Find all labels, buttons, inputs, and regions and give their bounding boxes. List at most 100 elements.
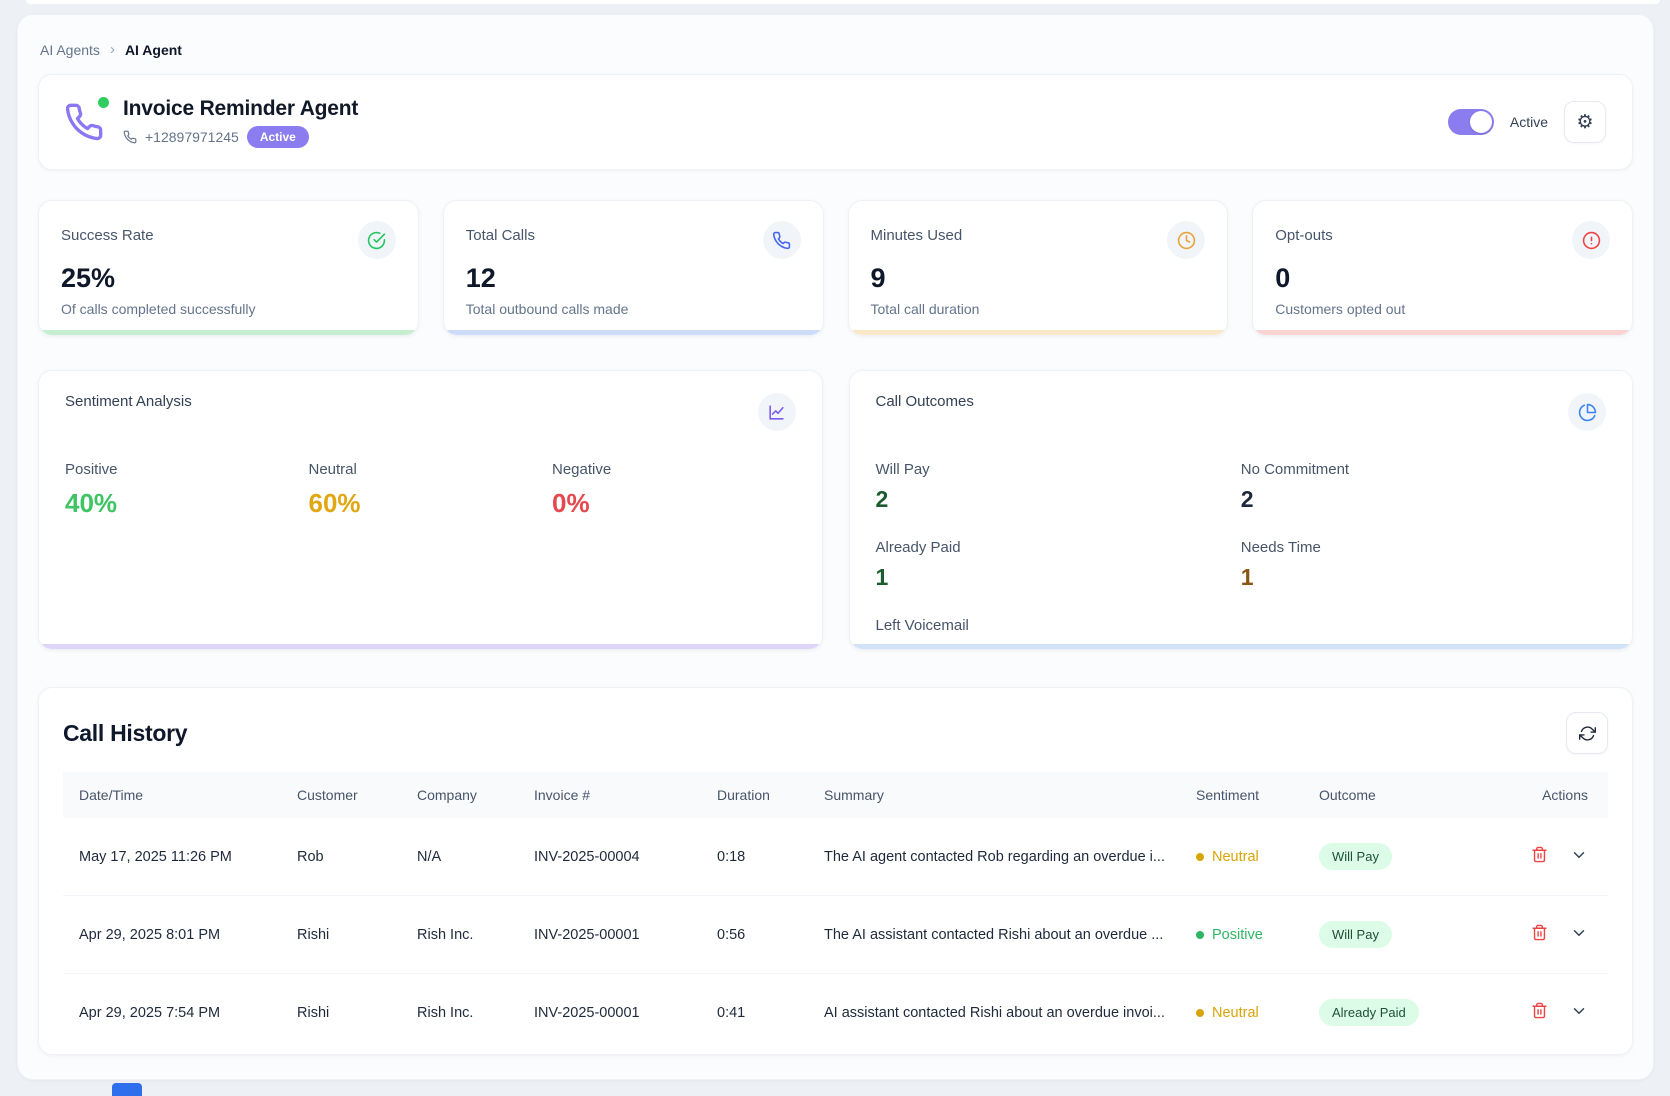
stat-value: 25% (61, 263, 116, 293)
stats-row: Success Rate 25% Of calls completed succ… (38, 200, 1633, 336)
call-history-card: Call History Date/Time Customer (38, 687, 1633, 1055)
clipped-element-bottom (112, 1083, 142, 1096)
cell-actions (1479, 974, 1608, 1052)
cell-customer: Rob (285, 818, 405, 896)
accent-bar (849, 644, 1632, 649)
breadcrumb-current: AI Agent (124, 41, 182, 58)
table-row: May 17, 2025 11:26 PM Rob N/A INV-2025-0… (63, 818, 1608, 896)
stat-card-total-calls: Total Calls 12 Total outbound calls made (442, 200, 824, 336)
sentiment-positive: Positive 40% (65, 461, 309, 519)
sentiment-dot (1196, 852, 1204, 861)
cell-summary: AI assistant contacted Rishi about an ov… (824, 1004, 1165, 1021)
expand-row-button[interactable] (1570, 924, 1588, 942)
cell-summary: The AI agent contacted Rob regarding an … (812, 818, 1184, 896)
refresh-button[interactable] (1566, 712, 1608, 754)
expand-row-button[interactable] (1570, 1002, 1588, 1020)
stat-label: Minutes Used (870, 227, 963, 244)
sentiment-dot (1196, 930, 1204, 939)
chevron-down-icon (1573, 1007, 1585, 1014)
col-duration: Duration (717, 787, 770, 803)
cell-actions (1479, 895, 1608, 974)
active-toggle[interactable] (1447, 109, 1494, 135)
accent-bar (848, 330, 1228, 335)
stat-subtitle: Total outbound calls made (465, 301, 629, 317)
stat-value: 9 (870, 263, 886, 293)
outcome-pill: Will Pay (1319, 843, 1392, 870)
online-status-dot (98, 97, 109, 108)
sentiment-value: 60% (308, 488, 361, 518)
sentiment-value: 0% (552, 488, 590, 518)
stat-label: Opt-outs (1275, 227, 1333, 244)
outcome-label: Will Pay (875, 461, 930, 478)
stat-card-success-rate: Success Rate 25% Of calls completed succ… (38, 200, 419, 336)
col-actions: Actions (1542, 787, 1588, 803)
table-row: Apr 29, 2025 8:01 PM Rishi Rish Inc. INV… (63, 895, 1608, 974)
clipped-card-above (26, 0, 1660, 4)
outcome-label: Left Voicemail (875, 617, 969, 634)
outcomes-card-title: Call Outcomes (875, 393, 974, 410)
line-chart-icon (757, 393, 796, 431)
toggle-knob (1469, 111, 1492, 133)
stat-subtitle: Customers opted out (1275, 301, 1406, 317)
outcome-already-paid: Already Paid 1 (876, 539, 1241, 591)
agent-phone-icon (61, 97, 109, 145)
sentiment-text: Positive (1212, 926, 1263, 943)
clock-icon (1167, 221, 1206, 259)
trash-icon (1532, 1002, 1547, 1019)
delete-button[interactable] (1531, 846, 1548, 863)
cell-outcome: Will Pay (1307, 818, 1479, 896)
agent-identity: Invoice Reminder Agent +12897971245 Acti… (61, 97, 358, 148)
outcome-needs-time: Needs Time 1 (1241, 539, 1606, 591)
chevron-down-icon (1573, 851, 1585, 858)
sentiment-text: Neutral (1212, 1004, 1259, 1021)
col-invoice: Invoice # (534, 787, 591, 803)
stat-subtitle: Of calls completed successfully (61, 301, 256, 317)
stat-label: Success Rate (61, 227, 154, 244)
sentiment-dot (1196, 1008, 1204, 1017)
accent-bar (443, 330, 823, 335)
agent-title: Invoice Reminder Agent (123, 96, 359, 120)
stat-card-opt-outs: Opt-outs 0 Customers opted out (1252, 200, 1633, 336)
cell-invoice: INV-2025-00004 (522, 818, 705, 896)
expand-row-button[interactable] (1570, 846, 1588, 864)
refresh-icon (1578, 725, 1596, 742)
cell-customer: Rishi (297, 1004, 330, 1021)
agent-text-block: Invoice Reminder Agent +12897971245 Acti… (123, 97, 358, 148)
sentiment-text: Neutral (1212, 848, 1259, 865)
col-summary: Summary (824, 787, 884, 803)
outcome-pill: Already Paid (1319, 999, 1419, 1026)
table-row: Apr 29, 2025 7:54 PM Rishi Rish Inc. INV… (63, 974, 1608, 1052)
accent-bar (39, 330, 418, 335)
cell-company: Rish Inc. (417, 1004, 474, 1021)
cell-customer: Rishi (285, 895, 405, 974)
stat-value: 0 (1275, 263, 1291, 293)
status-badge: Active (246, 125, 309, 148)
breadcrumb-ai-agents[interactable]: AI Agents (40, 41, 100, 58)
cell-invoice: INV-2025-00001 (534, 1004, 640, 1021)
cell-sentiment: Neutral (1184, 818, 1307, 896)
cell-duration: 0:18 (705, 818, 812, 896)
cell-datetime: May 17, 2025 11:26 PM (63, 818, 285, 896)
sentiment-label: Neutral (308, 461, 357, 478)
outcome-value: 1 (875, 564, 889, 590)
sentiment-label: Negative (552, 461, 612, 478)
check-circle-icon (357, 221, 396, 259)
main-panel: AI Agents › AI Agent Invoice Reminder Ag… (17, 14, 1654, 1080)
col-outcome: Outcome (1319, 787, 1376, 803)
outcome-pill: Will Pay (1319, 921, 1392, 948)
col-company: Company (417, 787, 477, 803)
cell-datetime: Apr 29, 2025 8:01 PM (63, 895, 285, 974)
alert-circle-icon (1572, 221, 1610, 259)
outcome-value: 2 (1240, 486, 1254, 512)
trash-icon (1532, 846, 1547, 863)
delete-button[interactable] (1531, 924, 1548, 941)
cell-invoice: INV-2025-00001 (522, 895, 705, 974)
delete-button[interactable] (1531, 1002, 1548, 1019)
sentiment-value: 40% (65, 488, 118, 518)
settings-button[interactable]: ⚙ (1564, 101, 1606, 143)
stat-card-minutes-used: Minutes Used 9 Total call duration (847, 200, 1229, 336)
accent-bar (1253, 330, 1632, 335)
stat-subtitle: Total call duration (870, 301, 980, 317)
cell-datetime: Apr 29, 2025 7:54 PM (79, 1004, 221, 1021)
outcome-label: No Commitment (1240, 461, 1350, 478)
